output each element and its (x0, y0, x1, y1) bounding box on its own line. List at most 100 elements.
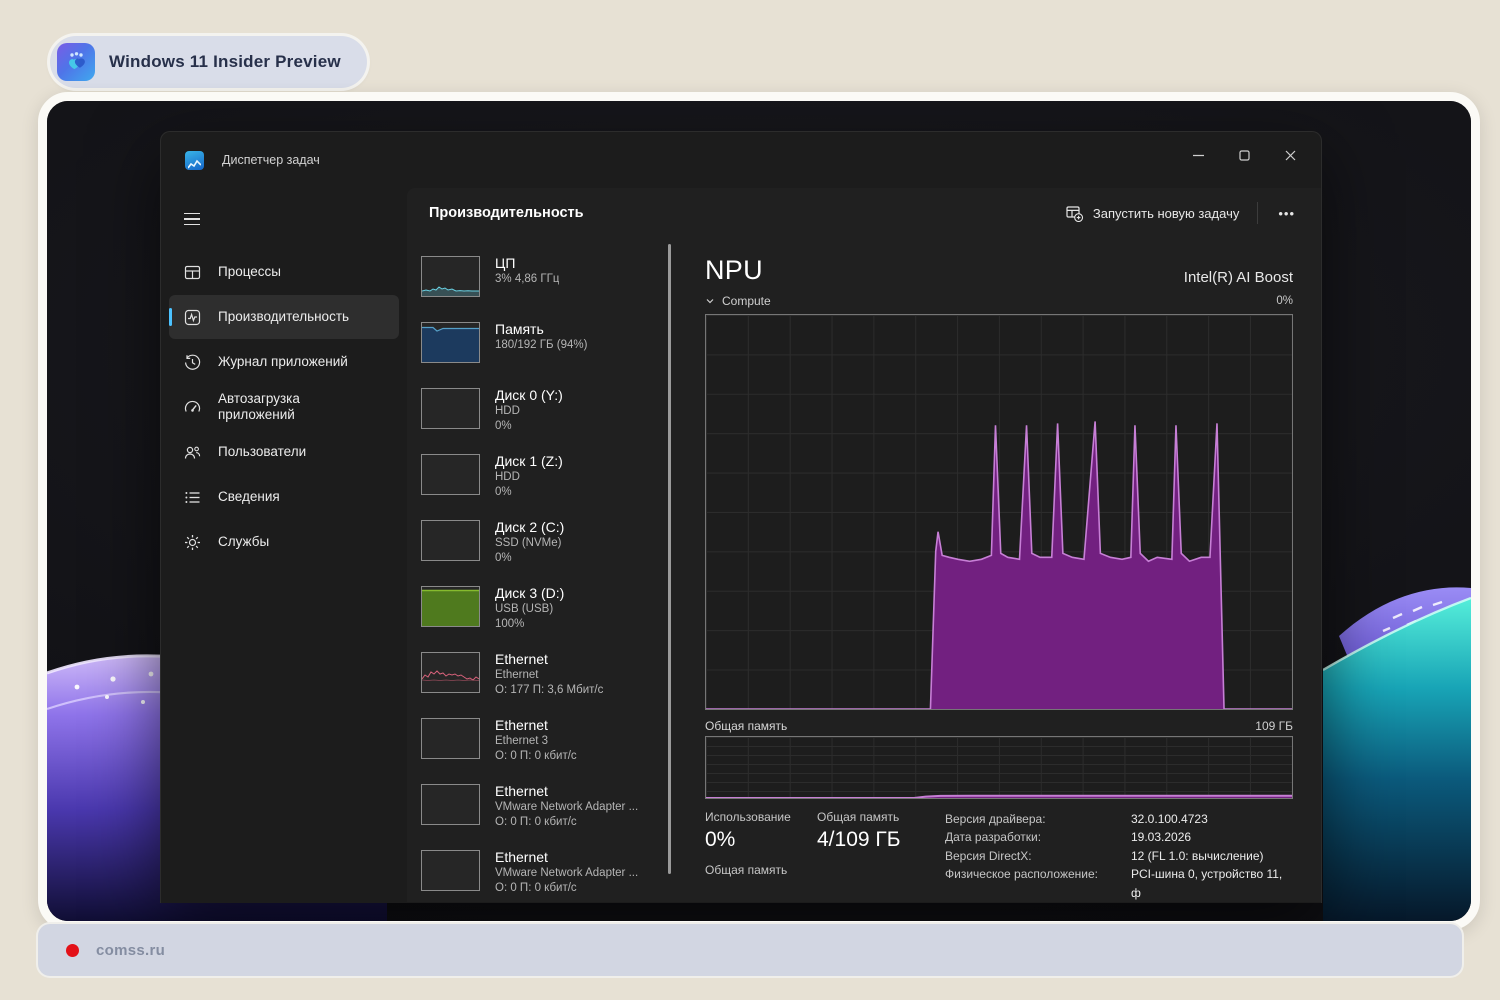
sidebar-item-label: Пользователи (218, 444, 306, 460)
perf-item-4[interactable]: Диск 2 (C:)SSD (NVMe)0% (421, 518, 673, 584)
scrollbar[interactable] (668, 244, 671, 874)
sidebar-item-processes[interactable]: Процессы (169, 250, 399, 294)
site-attribution-bar: comss.ru (38, 924, 1462, 976)
performance-icon (183, 308, 201, 326)
perf-thumbnail (421, 388, 480, 429)
perf-item-3[interactable]: Диск 1 (Z:)HDD0% (421, 452, 673, 518)
detail-value: PCI-шина 0, устройство 11, ф (1131, 865, 1293, 902)
menu-icon (184, 213, 222, 215)
perf-thumbnail (421, 454, 480, 495)
wallpaper-right-shape (1323, 576, 1471, 921)
detail-value: 12 (FL 1.0: вычисление) (1131, 847, 1293, 865)
perf-item-6[interactable]: EthernetEthernetО: 177 П: 3,6 Мбит/с (421, 650, 673, 716)
page-title: Производительность (429, 205, 584, 221)
shared-memory-max: 109 ГБ (1255, 719, 1293, 733)
npu-detail-labels: Версия драйвера:Дата разработки:Версия D… (945, 810, 1131, 902)
sidebar-item-label: Производительность (218, 309, 349, 325)
npu-detail-values: 32.0.100.472319.03.202612 (FL 1.0: вычис… (1131, 810, 1293, 902)
maximize-icon (1239, 150, 1250, 161)
npu-device-name: Intel(R) AI Boost (1184, 269, 1293, 286)
npu-pane: NPU Intel(R) AI Boost Compute 0% (673, 238, 1321, 902)
sidebar-item-label: Процессы (218, 264, 281, 280)
detail-value: 19.03.2026 (1131, 828, 1293, 846)
perf-item-title: Диск 0 (Y:) (495, 386, 563, 404)
sidebar-item-app-history[interactable]: Журнал приложений (169, 340, 399, 384)
npu-stats: Использование 0% Общая память Общая памя… (705, 810, 1293, 902)
perf-item-1[interactable]: Память180/192 ГБ (94%) (421, 320, 673, 386)
sidebar: Процессы Производительность Журнал приложе… (161, 188, 407, 902)
task-manager-app-icon (185, 151, 204, 170)
perf-item-9[interactable]: EthernetVMware Network Adapter ...О: 0 П… (421, 848, 673, 903)
perf-thumbnail (421, 322, 480, 363)
services-icon (183, 533, 201, 551)
users-icon (183, 443, 201, 461)
processes-icon (183, 263, 201, 281)
perf-item-title: Ethernet (495, 650, 603, 668)
performance-list: ЦП3% 4,86 ГГцПамять180/192 ГБ (94%)Диск … (407, 238, 673, 902)
site-label: comss.ru (96, 942, 165, 959)
shared-memory-chart (705, 736, 1293, 799)
perf-thumbnail (421, 520, 480, 561)
sidebar-item-users[interactable]: Пользователи (169, 430, 399, 474)
detail-label: Версия DirectX: (945, 847, 1131, 865)
detail-label: Версия драйвера: (945, 810, 1131, 828)
perf-thumbnail (421, 784, 480, 825)
red-dot-icon (66, 944, 79, 957)
task-manager-window: Диспетчер задач (160, 131, 1322, 903)
sidebar-item-label: Журнал приложений (218, 354, 348, 370)
perf-item-title: Ethernet (495, 848, 638, 866)
perf-thumbnail (421, 256, 480, 297)
sidebar-item-label: Автозагрузка приложений (218, 391, 300, 423)
menu-button[interactable] (175, 202, 222, 236)
desktop-wallpaper: Диспетчер задач (47, 101, 1471, 921)
npu-compute-chart (705, 314, 1293, 710)
sidebar-item-startup[interactable]: Автозагрузка приложений (169, 385, 399, 429)
minimize-button[interactable] (1175, 138, 1221, 172)
maximize-button[interactable] (1221, 138, 1267, 172)
windows-insider-logo-icon (57, 43, 95, 81)
perf-thumbnail (421, 718, 480, 759)
titlebar[interactable]: Диспетчер задач (161, 132, 1321, 188)
close-icon (1285, 150, 1296, 161)
new-task-icon (1066, 205, 1083, 222)
sidebar-item-label: Сведения (218, 489, 280, 505)
screenshot-frame: Диспетчер задач (38, 92, 1480, 930)
perf-item-0[interactable]: ЦП3% 4,86 ГГц (421, 254, 673, 320)
compute-section-label: Compute (722, 294, 771, 308)
sidebar-item-services[interactable]: Службы (169, 520, 399, 564)
startup-icon (183, 398, 201, 416)
app-history-icon (183, 353, 201, 371)
perf-item-title: Ethernet (495, 716, 577, 734)
perf-item-5[interactable]: Диск 3 (D:)USB (USB)100% (421, 584, 673, 650)
header-divider (1257, 202, 1258, 224)
perf-thumbnail (421, 652, 480, 693)
window-title: Диспетчер задач (222, 153, 320, 167)
perf-item-8[interactable]: EthernetVMware Network Adapter ...О: 0 П… (421, 782, 673, 848)
stat-cutoff-label: Общая память (705, 863, 817, 878)
page: Windows 11 Insider Preview (0, 0, 1500, 1000)
compute-current-value: 0% (1276, 295, 1293, 307)
detail-value: 32.0.100.4723 (1131, 810, 1293, 828)
perf-item-title: Диск 2 (C:) (495, 518, 564, 536)
sidebar-item-performance[interactable]: Производительность (169, 295, 399, 339)
perf-item-title: Память (495, 320, 587, 338)
chevron-down-icon[interactable] (705, 296, 715, 306)
more-options-button[interactable]: ••• (1266, 200, 1307, 227)
run-new-task-button[interactable]: Запустить новую задачу (1056, 198, 1249, 229)
perf-item-2[interactable]: Диск 0 (Y:)HDD0% (421, 386, 673, 452)
close-button[interactable] (1267, 138, 1313, 172)
perf-item-title: Диск 1 (Z:) (495, 452, 563, 470)
perf-item-title: Диск 3 (D:) (495, 584, 564, 602)
sidebar-item-label: Службы (218, 534, 269, 550)
perf-item-title: ЦП (495, 254, 559, 272)
perf-item-7[interactable]: EthernetEthernet 3О: 0 П: 0 кбит/с (421, 716, 673, 782)
stat-shared-memory: Общая память 4/109 ГБ (817, 810, 945, 902)
minimize-icon (1193, 150, 1204, 161)
sidebar-item-details[interactable]: Сведения (169, 475, 399, 519)
perf-thumbnail (421, 586, 480, 627)
perf-thumbnail (421, 850, 480, 891)
shared-memory-label: Общая память (705, 719, 787, 733)
stat-utilization: Использование 0% Общая память (705, 810, 817, 902)
content-card: Производительность (407, 188, 1321, 902)
detail-label: Дата разработки: (945, 828, 1131, 846)
